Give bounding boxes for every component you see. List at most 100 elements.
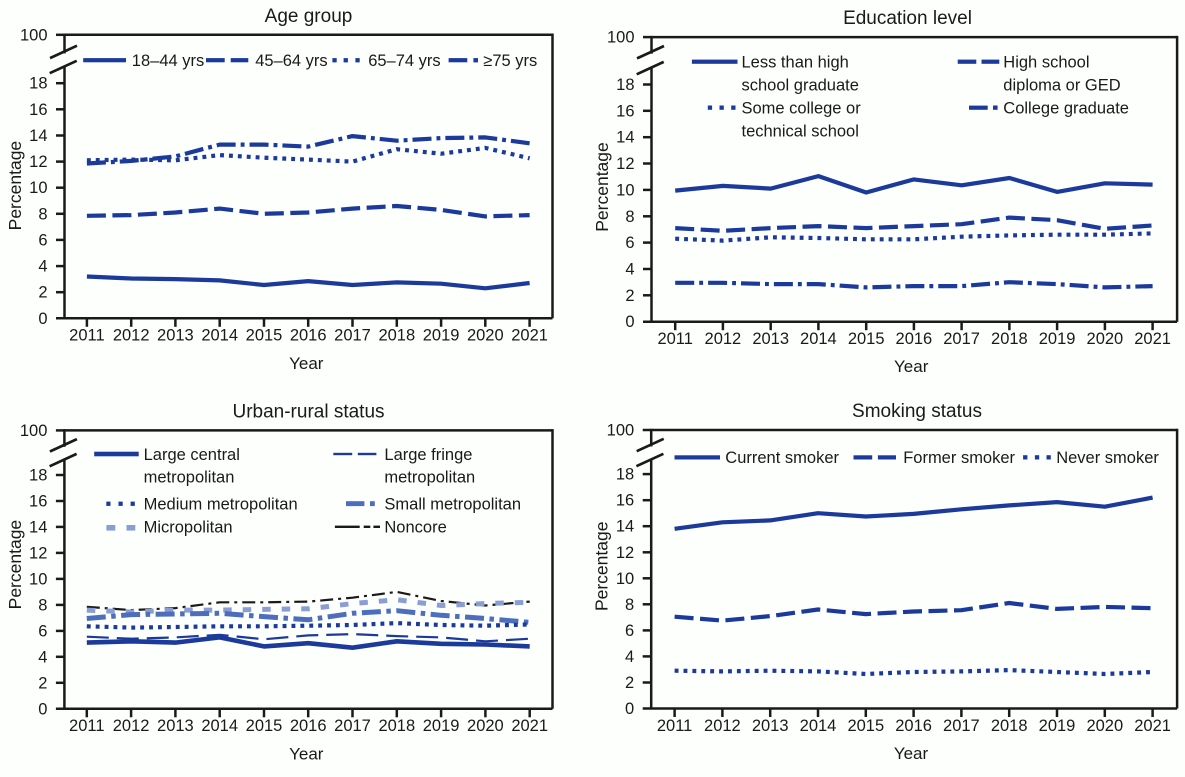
svg-text:2016: 2016: [895, 717, 932, 735]
svg-text:2014: 2014: [800, 330, 837, 348]
svg-text:2018: 2018: [991, 330, 1028, 348]
svg-text:2: 2: [38, 284, 47, 302]
svg-text:Percentage: Percentage: [592, 522, 612, 612]
svg-text:2013: 2013: [157, 717, 194, 735]
svg-text:18: 18: [616, 76, 634, 94]
svg-text:2017: 2017: [334, 717, 371, 735]
svg-text:0: 0: [38, 310, 47, 328]
svg-text:16: 16: [29, 101, 47, 119]
svg-text:6: 6: [38, 231, 47, 249]
svg-text:Year: Year: [289, 744, 324, 763]
svg-text:Urban-rural status: Urban-rural status: [232, 401, 384, 422]
svg-text:2017: 2017: [334, 327, 371, 345]
svg-text:Never smoker: Never smoker: [1056, 449, 1159, 467]
svg-text:4: 4: [625, 261, 634, 279]
svg-text:2: 2: [625, 287, 634, 305]
svg-text:metropolitan: metropolitan: [144, 469, 235, 487]
svg-text:14: 14: [616, 129, 634, 147]
svg-text:2012: 2012: [705, 330, 742, 348]
svg-text:100: 100: [607, 29, 635, 47]
svg-text:High school: High school: [1003, 54, 1089, 72]
svg-text:100: 100: [20, 26, 48, 44]
svg-text:2021: 2021: [511, 717, 548, 735]
svg-text:Education level: Education level: [843, 8, 972, 29]
svg-text:2021: 2021: [511, 327, 548, 345]
svg-text:8: 8: [625, 596, 634, 614]
svg-text:Year: Year: [894, 744, 929, 763]
svg-text:Percentage: Percentage: [5, 520, 25, 610]
svg-text:12: 12: [616, 544, 634, 562]
svg-text:2011: 2011: [69, 717, 104, 735]
svg-text:4: 4: [38, 258, 47, 276]
svg-text:Micropolitan: Micropolitan: [144, 519, 233, 537]
svg-text:2012: 2012: [113, 717, 150, 735]
svg-text:2020: 2020: [1086, 717, 1123, 735]
svg-text:Small metropolitan: Small metropolitan: [384, 496, 521, 514]
svg-text:Percentage: Percentage: [592, 142, 612, 232]
svg-text:4: 4: [38, 648, 47, 666]
svg-text:0: 0: [38, 700, 47, 718]
svg-text:Medium metropolitan: Medium metropolitan: [144, 496, 298, 514]
svg-text:65–74 yrs: 65–74 yrs: [368, 52, 440, 70]
svg-text:Year: Year: [894, 357, 929, 376]
svg-text:8: 8: [625, 208, 634, 226]
svg-text:2014: 2014: [201, 327, 238, 345]
svg-text:Smoking status: Smoking status: [852, 401, 982, 422]
svg-text:0: 0: [625, 313, 634, 331]
svg-text:45–64 yrs: 45–64 yrs: [255, 52, 327, 70]
svg-text:Year: Year: [289, 354, 324, 373]
svg-text:18: 18: [29, 75, 47, 93]
svg-text:18–44 yrs: 18–44 yrs: [132, 52, 204, 70]
svg-text:2014: 2014: [800, 717, 837, 735]
svg-text:school graduate: school graduate: [742, 77, 859, 95]
svg-text:100: 100: [607, 422, 635, 440]
svg-text:14: 14: [29, 127, 47, 145]
svg-text:18: 18: [616, 466, 634, 484]
svg-text:2015: 2015: [847, 717, 884, 735]
svg-text:10: 10: [29, 570, 47, 588]
svg-text:2013: 2013: [157, 327, 194, 345]
svg-text:2013: 2013: [752, 330, 789, 348]
svg-text:2013: 2013: [752, 717, 789, 735]
svg-text:2: 2: [625, 674, 634, 692]
svg-text:2015: 2015: [848, 330, 885, 348]
svg-text:2016: 2016: [896, 330, 933, 348]
svg-text:6: 6: [625, 234, 634, 252]
svg-text:10: 10: [616, 181, 634, 199]
svg-text:2014: 2014: [201, 717, 238, 735]
svg-text:10: 10: [616, 570, 634, 588]
svg-text:2021: 2021: [1134, 330, 1171, 348]
svg-text:2020: 2020: [467, 717, 504, 735]
svg-text:Less than high: Less than high: [742, 54, 849, 72]
svg-text:18: 18: [29, 467, 47, 485]
svg-text:2019: 2019: [1039, 330, 1076, 348]
svg-text:Age group: Age group: [265, 6, 353, 27]
svg-text:6: 6: [625, 622, 634, 640]
svg-text:metropolitan: metropolitan: [384, 469, 475, 487]
svg-text:2019: 2019: [1039, 717, 1076, 735]
svg-text:2019: 2019: [423, 717, 460, 735]
svg-text:2011: 2011: [657, 330, 692, 348]
svg-text:2011: 2011: [69, 327, 104, 345]
svg-text:12: 12: [29, 544, 47, 562]
svg-text:12: 12: [29, 153, 47, 171]
svg-text:2017: 2017: [943, 717, 980, 735]
svg-text:6: 6: [38, 622, 47, 640]
svg-text:2020: 2020: [1087, 330, 1124, 348]
svg-text:8: 8: [38, 205, 47, 223]
svg-text:Former smoker: Former smoker: [903, 449, 1015, 467]
svg-text:2021: 2021: [1134, 717, 1171, 735]
svg-text:8: 8: [38, 596, 47, 614]
svg-text:≥75 yrs: ≥75 yrs: [483, 52, 537, 70]
svg-text:4: 4: [625, 648, 634, 666]
svg-text:0: 0: [625, 700, 634, 718]
svg-text:2016: 2016: [290, 717, 327, 735]
svg-text:14: 14: [616, 518, 634, 536]
svg-text:Some college or: Some college or: [742, 100, 862, 118]
svg-text:2018: 2018: [991, 717, 1028, 735]
svg-text:Large fringe: Large fringe: [384, 446, 472, 464]
svg-text:2015: 2015: [246, 717, 283, 735]
svg-text:2018: 2018: [378, 717, 415, 735]
svg-text:2011: 2011: [657, 717, 692, 735]
svg-text:2017: 2017: [943, 330, 980, 348]
